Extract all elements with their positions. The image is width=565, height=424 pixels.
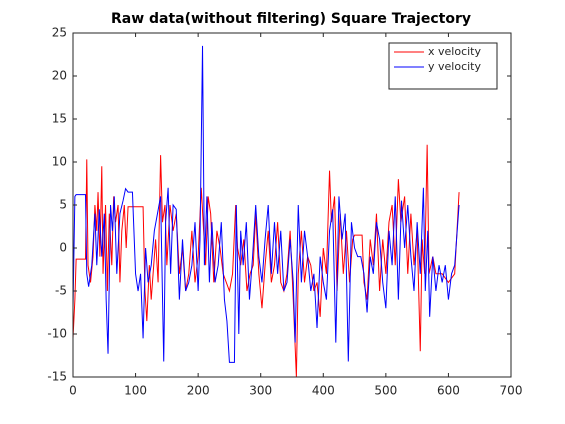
y-tick-label: -5 — [55, 284, 67, 298]
x-tick-label: 400 — [312, 384, 335, 398]
x-tick-label: 0 — [69, 384, 77, 398]
y-tick-label: -10 — [47, 327, 67, 341]
x-tick-label: 600 — [437, 384, 460, 398]
y-tick-label: 5 — [59, 198, 67, 212]
y-tick-label: 20 — [52, 69, 67, 83]
y-tick-label: 15 — [52, 112, 67, 126]
y-tick-label: 10 — [52, 155, 67, 169]
data-line — [72, 144, 460, 378]
legend-label: x velocity — [428, 45, 481, 58]
legend-box — [388, 42, 498, 90]
chart-title: Raw data(without filtering) Square Traje… — [111, 11, 471, 27]
legend-label: y velocity — [428, 60, 481, 73]
x-tick-label: 100 — [124, 384, 147, 398]
y-tick-label: 0 — [59, 241, 67, 255]
data-line — [72, 45, 460, 363]
x-tick-label: 300 — [249, 384, 272, 398]
x-tick-label: 500 — [374, 384, 397, 398]
y-tick-label: 25 — [52, 26, 67, 40]
y-tick-label: -15 — [47, 370, 67, 384]
x-tick-label: 200 — [187, 384, 210, 398]
x-tick-label: 700 — [500, 384, 523, 398]
